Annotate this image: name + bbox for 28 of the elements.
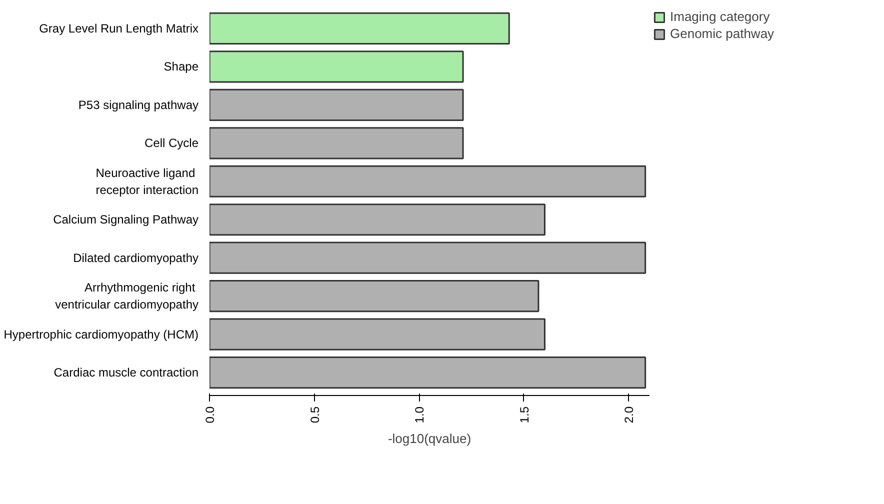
y-tick-label: Shape bbox=[164, 60, 199, 74]
y-tick-label: Hypertrophic cardiomyopathy (HCM) bbox=[4, 327, 199, 342]
bar bbox=[210, 204, 546, 236]
bar bbox=[210, 280, 540, 312]
bar bbox=[210, 242, 646, 274]
bar bbox=[210, 88, 464, 121]
y-tick-label: Neuroactive ligand receptor interaction bbox=[96, 166, 199, 197]
x-axis-title: -log10(qvalue) bbox=[388, 431, 472, 446]
bar bbox=[210, 12, 510, 44]
bar bbox=[210, 356, 646, 389]
y-tick-label: Arrhythmogenic right ventricular cardiomyopathy bbox=[55, 280, 199, 312]
legend-label: Imaging category bbox=[670, 9, 770, 24]
x-tick-label: 0.5 bbox=[308, 406, 322, 424]
bar bbox=[210, 165, 646, 198]
bar bbox=[210, 127, 464, 160]
bar bbox=[210, 50, 464, 83]
bar bbox=[210, 318, 546, 350]
y-tick-label: Dilated cardiomyopathy bbox=[73, 250, 199, 265]
y-tick-label: Cardiac muscle contraction bbox=[54, 366, 199, 380]
x-tick-label: 2.0 bbox=[622, 406, 636, 424]
x-tick-label: 1.5 bbox=[517, 406, 532, 424]
y-tick-label: Gray Level Run Length Matrix bbox=[39, 21, 199, 36]
legend-label: Genomic pathway bbox=[670, 26, 774, 41]
x-tick-label: 1.0 bbox=[412, 406, 427, 424]
x-tick-label: 0.0 bbox=[203, 406, 217, 424]
y-tick-label: Cell Cycle bbox=[144, 136, 199, 150]
y-tick-label: Calcium Signaling Pathway bbox=[53, 212, 198, 227]
y-tick-label: P53 signaling pathway bbox=[78, 98, 199, 112]
